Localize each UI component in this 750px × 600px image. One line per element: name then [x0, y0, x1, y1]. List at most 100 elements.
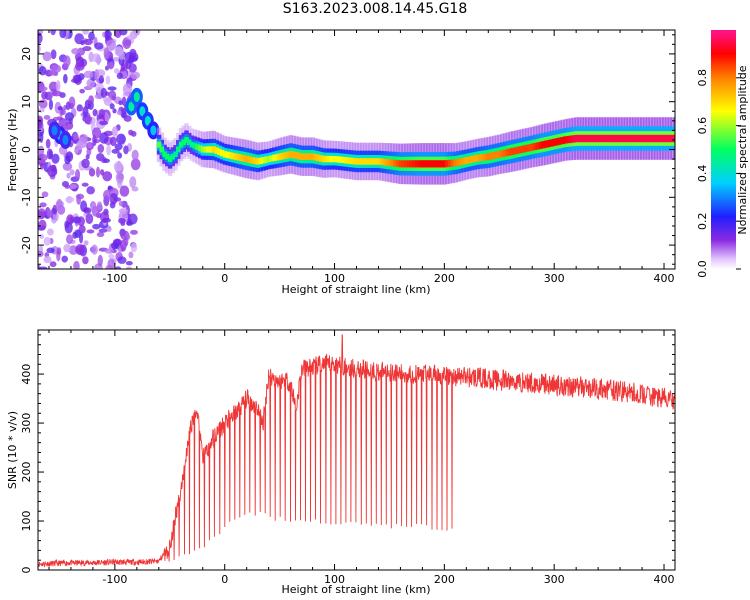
y-tick-label: 300	[20, 413, 33, 434]
ridge-core	[247, 156, 252, 163]
ridge-core	[601, 134, 607, 143]
ridge-core	[664, 134, 670, 143]
ridge-core	[181, 139, 187, 146]
noise-blob	[105, 75, 111, 85]
noise-blob	[38, 250, 44, 258]
noise-blob	[46, 247, 55, 254]
noise-blob	[102, 158, 110, 164]
ridge-core	[453, 159, 458, 167]
noise-blob	[43, 236, 51, 246]
noise-blob	[109, 103, 115, 110]
ridge-core	[318, 155, 324, 162]
noise-blob	[38, 99, 48, 109]
noise-blob	[51, 90, 62, 97]
noise-blob	[123, 39, 131, 46]
y-tick-label: -10	[20, 188, 33, 206]
ridge-core	[631, 134, 637, 143]
noise-blob	[106, 39, 116, 51]
noise-blob	[78, 73, 85, 81]
ridge-core	[294, 152, 299, 159]
noise-blob	[129, 176, 137, 188]
ridge-core	[563, 136, 568, 144]
ridge-core	[211, 146, 217, 153]
ridge-core	[236, 154, 241, 161]
y-tick-label: -20	[20, 236, 33, 254]
noise-blob	[126, 34, 137, 40]
noise-blob	[117, 152, 123, 159]
ridge-core	[568, 135, 574, 143]
signal-blob-core	[150, 125, 157, 136]
ridge-core	[228, 152, 233, 159]
x-tick-label: 300	[544, 573, 565, 586]
noise-blob	[86, 229, 95, 234]
ridge-core	[596, 134, 601, 143]
noise-blob	[62, 162, 73, 171]
noise-blob	[104, 248, 115, 254]
noise-blob	[75, 244, 85, 256]
ridge-core	[656, 134, 662, 143]
ridge-core	[543, 140, 549, 148]
noise-blob	[89, 201, 97, 210]
ridge-core	[480, 154, 486, 161]
noise-blob	[107, 258, 115, 269]
ridge-core	[532, 143, 538, 151]
ridge-core	[445, 160, 450, 168]
colorbar-tick-label: 0.4	[696, 165, 709, 183]
ridge-core	[250, 156, 255, 164]
ridge-core	[324, 155, 329, 163]
ridge-core	[538, 141, 543, 149]
noise-blob	[91, 244, 98, 255]
noise-blob	[106, 226, 112, 232]
y-tick-label: 10	[20, 95, 33, 109]
noise-blob	[128, 56, 138, 62]
ridge-core	[313, 153, 318, 161]
noise-blob	[107, 61, 115, 70]
noise-blob	[38, 153, 48, 162]
noise-blob	[66, 234, 74, 245]
ridge-core	[280, 152, 285, 160]
ridge-core	[571, 135, 576, 143]
ridge-core	[261, 157, 266, 164]
noise-blob	[38, 134, 41, 143]
ridge-core	[607, 134, 612, 143]
ridge-core	[357, 158, 362, 165]
ridge-core	[456, 158, 461, 166]
ridge-core	[585, 134, 590, 143]
noise-blob	[102, 217, 111, 223]
snr-x-ticks: -100 0 100 200 300 400	[48, 330, 675, 586]
ridge-core	[623, 134, 629, 143]
noise-blob	[113, 161, 123, 172]
ridge-core	[629, 134, 634, 143]
noise-blob	[52, 204, 58, 215]
ridge-core	[192, 143, 198, 149]
ridge-core	[653, 134, 659, 143]
ridge-core	[409, 160, 414, 168]
ridge-core	[475, 154, 480, 162]
ridge-core	[354, 158, 359, 165]
ridge-core	[189, 141, 195, 148]
noise-blob	[46, 209, 53, 219]
noise-blob	[98, 75, 105, 84]
ridge-core	[502, 149, 508, 157]
ridge-core	[206, 146, 211, 153]
ridge-core	[414, 160, 420, 168]
ridge-core	[225, 151, 230, 159]
noise-blob	[61, 255, 68, 263]
ridge-core	[530, 143, 535, 151]
snr-y-axis-title: SNR (10 * v/v)	[6, 411, 19, 489]
noise-blob	[118, 208, 128, 215]
noise-blob	[79, 88, 85, 94]
x-tick-label: 200	[434, 272, 455, 285]
noise-blob	[92, 108, 98, 117]
colorbar-tick-label: 0.0	[696, 260, 709, 278]
ridge-core	[478, 154, 483, 162]
noise-blob	[96, 54, 101, 66]
chart-title: S163.2023.008.14.45.G18	[282, 1, 468, 17]
ridge-core	[288, 150, 294, 158]
ridge-core	[217, 148, 222, 156]
ridge-core	[162, 151, 167, 158]
ridge-core	[554, 138, 560, 146]
noise-blob	[100, 87, 108, 98]
noise-blob	[75, 62, 85, 71]
ridge-core	[511, 147, 516, 155]
